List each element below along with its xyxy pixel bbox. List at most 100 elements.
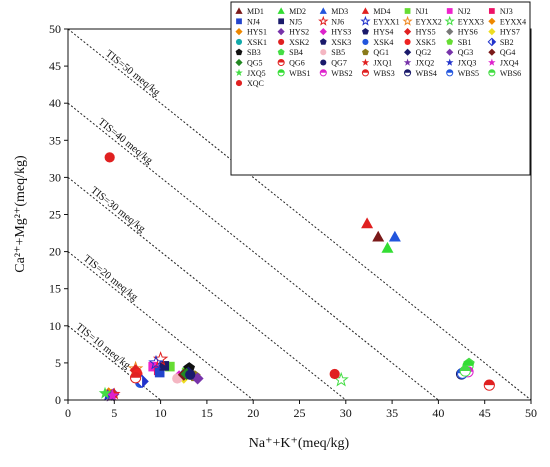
legend-marker-md4 (361, 7, 370, 14)
data-point-md4 (361, 217, 374, 229)
legend-label: XSK5 (416, 38, 436, 47)
legend: MD1 MD2 MD3 MD4 NJ1 NJ2 NJ3 NJ4 NJ5 NJ6 EYXX1 EYXX2… (230, 1, 531, 176)
y-tick-label: 25 (49, 208, 61, 222)
marker-shape (235, 48, 243, 56)
x-tick-label: 30 (340, 406, 352, 420)
legend-label: XSK1 (247, 38, 267, 47)
marker-fill (278, 69, 285, 73)
x-tick-label: 15 (201, 406, 213, 420)
tis-line-label: TIS=10 meq/kg (74, 321, 133, 372)
marker-shape (445, 58, 454, 66)
legend-label: QG7 (331, 59, 347, 68)
marker-shape (319, 38, 327, 45)
marker-shape (277, 28, 285, 36)
marker-shape (319, 7, 327, 14)
x-tick-label: 50 (525, 406, 537, 420)
marker-shape (235, 7, 243, 14)
legend-label: XSK4 (373, 38, 393, 47)
axis-ticks: 0 5 10 15 20 25 30 35 40 45 50 0 5 10 15 20 25 30 35 40 45 50 (49, 22, 537, 420)
marker-shape (360, 15, 371, 26)
marker-shape (488, 8, 495, 14)
marker-shape (488, 58, 496, 66)
legend-marker-wbs3 (361, 69, 369, 77)
legend-marker-eyxx3 (444, 15, 455, 26)
marker-fill (462, 360, 474, 366)
marker-shape (235, 68, 243, 76)
legend-marker-xqc (235, 80, 243, 87)
marker-shape (235, 58, 243, 67)
tis-line (67, 251, 254, 401)
legend-label: HYS2 (289, 28, 309, 37)
legend-label: SB1 (458, 38, 472, 47)
legend-marker-sb3 (235, 48, 243, 56)
legend-label: HYS1 (247, 28, 267, 37)
legend-label: XQC (247, 79, 264, 88)
data-point-qg7 (185, 369, 196, 380)
marker-shape (106, 388, 119, 401)
legend-label: QG6 (289, 59, 305, 68)
legend-label: WBS5 (458, 69, 479, 78)
legend-marker-nj6 (318, 15, 329, 26)
legend-label: QG5 (247, 59, 263, 68)
marker-shape (446, 48, 454, 56)
y-tick-label: 40 (49, 96, 61, 110)
marker-shape (444, 15, 455, 26)
legend-marker-hys6 (446, 28, 454, 36)
marker-shape (148, 354, 164, 370)
legend-marker-xsk4 (362, 38, 369, 45)
data-point-xsk2 (329, 368, 340, 380)
marker-shape (362, 28, 369, 35)
legend-label: XSK2 (289, 38, 309, 47)
legend-marker-sb5 (320, 49, 327, 56)
legend-marker-wbs2 (319, 69, 327, 77)
data-point-wbs6 (459, 365, 471, 377)
marker-fill (278, 59, 285, 63)
marker-shape (404, 28, 412, 36)
marker-fill (404, 69, 411, 73)
marker-shape (98, 386, 112, 399)
data-point-nj1 (165, 361, 175, 372)
legend-marker-nj4 (236, 18, 242, 25)
x-axis-label: Na⁺+K⁺(meq/kg) (249, 436, 350, 451)
marker-shape (320, 49, 327, 56)
marker-fill (130, 372, 141, 378)
legend-marker-sb1 (446, 38, 454, 45)
marker-shape (277, 7, 285, 14)
legend-marker-qg1 (362, 48, 369, 56)
legend-label: HYS7 (500, 28, 520, 37)
legend-marker-xsk5 (404, 38, 411, 45)
y-tick-label: 15 (49, 282, 61, 296)
marker-shape (104, 152, 115, 163)
x-tick-label: 10 (155, 406, 167, 420)
data-point-eyxx1 (148, 354, 164, 370)
legend-marker-wbs5 (446, 69, 454, 77)
legend-marker-qg2 (404, 48, 412, 56)
y-axis-label: Ca²⁺+Mg²⁺(meq/kg) (13, 155, 28, 273)
marker-shape (446, 38, 454, 45)
y-tick-label: 30 (49, 170, 61, 184)
y-tick-label: 10 (49, 319, 61, 333)
tis-line (67, 177, 347, 401)
legend-marker-jxq1 (361, 58, 370, 66)
legend-label: SB4 (289, 48, 303, 57)
legend-label: SB2 (500, 38, 514, 47)
legend-marker-eyxx2 (402, 15, 413, 26)
legend-label: SB5 (331, 48, 345, 57)
marker-shape (488, 48, 496, 56)
legend-marker-qg4 (488, 48, 496, 56)
marker-fill (320, 69, 327, 73)
legend-marker-hys2 (277, 28, 285, 36)
legend-marker-jxq2 (403, 58, 412, 66)
legend-marker-eyxx4 (488, 17, 496, 25)
data-point-nj5 (159, 361, 170, 371)
x-tick-label: 40 (432, 406, 444, 420)
marker-shape (159, 361, 170, 371)
marker-shape (404, 48, 412, 56)
legend-marker-qg7 (320, 59, 327, 66)
marker-shape (318, 15, 329, 26)
marker-fill (142, 375, 149, 388)
legend-marker-nj1 (404, 8, 411, 14)
legend-label: JXQ2 (416, 59, 435, 68)
legend-label: JXQ5 (247, 69, 266, 78)
